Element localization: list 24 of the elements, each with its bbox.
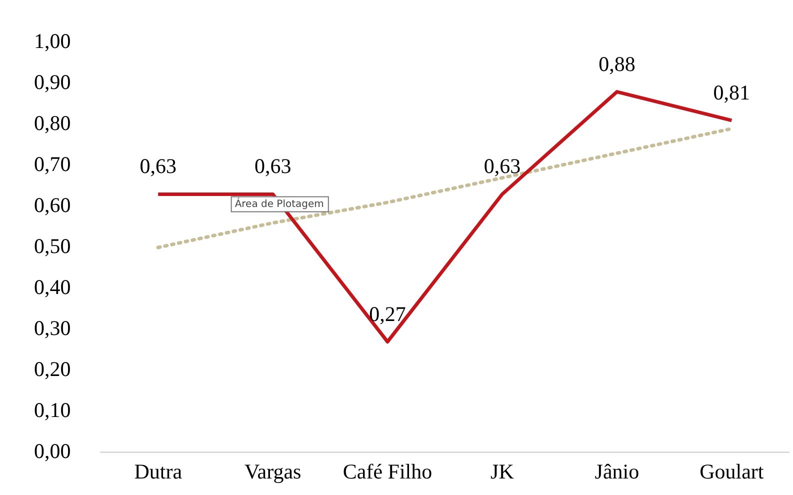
data-label: 0,63	[254, 154, 292, 178]
x-tick-label: Jânio	[594, 460, 640, 484]
y-tick-label: 0,30	[34, 316, 71, 340]
x-tick-label: Café Filho	[342, 460, 432, 484]
y-tick-label: 0,90	[34, 70, 71, 94]
y-tick-label: 0,20	[34, 356, 71, 381]
x-tick-label: JK	[490, 460, 514, 484]
annotation: Área de Plotagem	[234, 196, 324, 210]
x-tick-label: Vargas	[244, 460, 302, 484]
data-label: 0,88	[598, 52, 636, 76]
x-tick-label: Dutra	[134, 460, 183, 484]
y-tick-label: 1,00	[34, 29, 71, 54]
y-tick-label: 0,80	[34, 111, 71, 136]
x-tick-label: Goulart	[700, 460, 764, 484]
data-label: 0,63	[484, 154, 521, 178]
y-tick-label: 0,10	[34, 398, 71, 422]
data-label: 0,81	[713, 80, 750, 104]
data-label: 0,27	[369, 302, 406, 326]
y-tick-label: 0,70	[34, 152, 71, 176]
y-tick-label: 0,60	[34, 193, 71, 218]
y-tick-label: 0,40	[34, 274, 71, 299]
data-label: 0,63	[140, 154, 176, 178]
y-tick-label: 0,00	[34, 438, 71, 463]
y-tick-label: 0,50	[34, 234, 71, 258]
